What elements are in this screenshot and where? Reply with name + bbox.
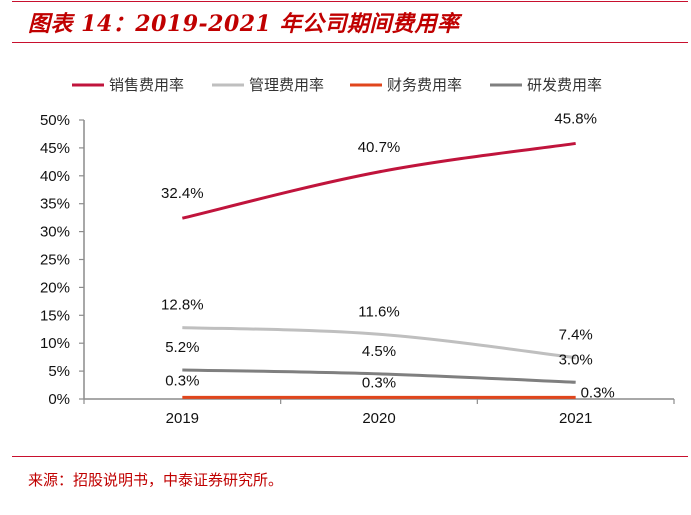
y-tick-label: 25% (40, 252, 70, 269)
series-line-1 (181, 141, 576, 220)
x-tick-label: 2019 (166, 410, 199, 427)
y-axis: 0% 5% 10% 15% 20% 25% 30% 35% 40% 45% 50% (40, 112, 85, 408)
top-rule (12, 1, 688, 2)
data-label-s1: 40.7% (358, 139, 401, 156)
legend-label-1: 销售费用率 (109, 76, 184, 94)
x-tick-label: 2020 (362, 410, 395, 427)
series-line-2 (182, 326, 576, 360)
data-label-s2: 11.6% (358, 303, 399, 320)
x-axis: 2019 2020 2021 (83, 398, 675, 427)
data-label-s1: 32.4% (161, 185, 204, 202)
figure-title: 图表 14：2019-2021 年公司期间费用率 (28, 11, 460, 37)
y-tick-label: 40% (40, 168, 70, 185)
y-tick-label: 5% (48, 363, 70, 380)
y-tick-label: 10% (40, 335, 70, 352)
series-group (181, 141, 576, 399)
data-label-s1: 45.8% (554, 110, 597, 127)
data-label-s3: 0.3% (362, 374, 396, 391)
legend-label-3: 财务费用率 (387, 76, 462, 94)
data-labels: 32.4% 40.7% 45.8% 12.8% 11.6% 7.4% 0.3% 0.3% 0.3… (161, 110, 615, 401)
data-label-s3: 0.3% (581, 384, 615, 401)
x-tick-label: 2021 (559, 410, 592, 427)
data-label-s4: 5.2% (165, 339, 199, 356)
y-tick-label: 15% (40, 307, 70, 324)
data-label-s4: 3.0% (559, 351, 593, 368)
series-line-4 (182, 368, 576, 384)
data-label-s4: 4.5% (362, 343, 396, 360)
data-label-s2: 7.4% (559, 327, 593, 344)
title-underline (12, 42, 688, 43)
source-note: 来源：招股说明书，中泰证券研究所。 (28, 471, 284, 489)
data-label-s3: 0.3% (165, 372, 199, 389)
y-tick-label: 45% (40, 140, 70, 157)
legend-label-4: 研发费用率 (527, 76, 602, 94)
bottom-rule (12, 456, 688, 457)
y-tick-label: 35% (40, 196, 70, 213)
y-tick-label: 0% (48, 391, 70, 408)
y-tick-label: 50% (40, 112, 70, 129)
y-tick-label: 20% (40, 279, 70, 296)
y-tick-label: 30% (40, 224, 70, 241)
line-chart: 销售费用率 管理费用率 财务费用率 研发费用率 0% 5% 10% 15% 20% 25% 30%… (40, 76, 675, 427)
legend: 销售费用率 管理费用率 财务费用率 研发费用率 (72, 76, 602, 94)
legend-label-2: 管理费用率 (249, 76, 324, 94)
data-label-s2: 12.8% (161, 297, 204, 314)
